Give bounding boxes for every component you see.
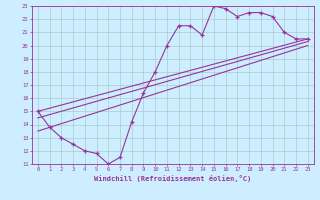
X-axis label: Windchill (Refroidissement éolien,°C): Windchill (Refroidissement éolien,°C) xyxy=(94,175,252,182)
